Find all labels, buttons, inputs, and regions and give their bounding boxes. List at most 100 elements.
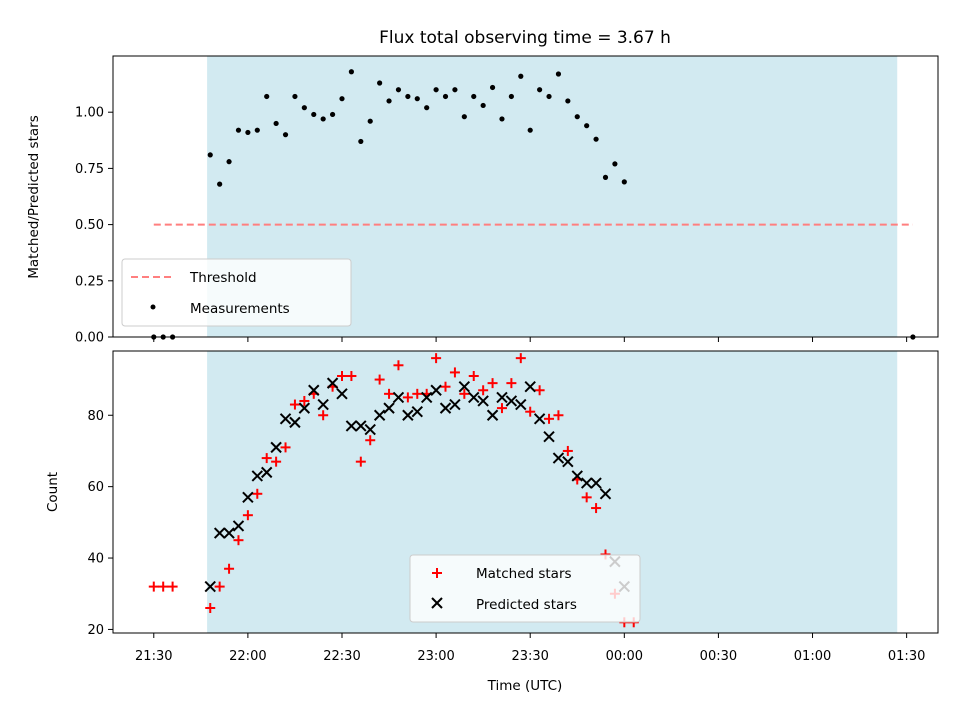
y-tick-label: 0.25 <box>75 274 104 289</box>
predicted-star-marker <box>279 413 292 425</box>
matched-star-marker <box>402 392 413 403</box>
measurement-point <box>489 84 496 91</box>
measurement-point <box>537 87 543 93</box>
matched-star-marker <box>468 370 479 381</box>
matched-star-marker <box>289 399 300 410</box>
matched-star-marker <box>449 367 460 378</box>
predicted-star-marker <box>420 391 433 404</box>
top-x-ticks <box>153 337 908 342</box>
y-tick-label: 20 <box>87 623 104 638</box>
predicted-star-marker <box>373 409 386 421</box>
matched-star-marker <box>148 581 159 592</box>
measurement-point <box>584 123 590 129</box>
measurement-point <box>471 93 477 100</box>
matched-star-marker <box>506 378 517 389</box>
x-tick-label: 22:00 <box>229 649 266 664</box>
measurement-point <box>508 93 514 100</box>
measurement-point <box>207 152 213 158</box>
predicted-star-marker <box>251 470 264 482</box>
legend-measurements-label: Measurements <box>190 301 290 317</box>
x-tick-label: 00:00 <box>606 649 643 664</box>
matched-star-marker <box>318 410 329 421</box>
predicted-star-marker <box>317 398 329 411</box>
matched-star-marker <box>271 456 282 467</box>
matched-star-marker <box>525 406 536 417</box>
predicted-star-marker <box>289 416 301 429</box>
bottom-x-axis: 21:30 22:00 22:30 23:00 23:30 00:00 00:30 01:00… <box>135 633 925 664</box>
bottom-legend: Matched stars Predicted stars <box>409 554 641 623</box>
bottom-plot-frame <box>112 350 939 634</box>
predicted-star-marker <box>345 420 358 432</box>
predicted-star-marker <box>439 402 452 414</box>
predicted-star-marker <box>411 405 423 418</box>
chart-title: Flux total observing time = 3.67 h <box>379 28 671 48</box>
measurement-point <box>273 120 279 127</box>
matched-star-marker <box>224 563 235 574</box>
matched-star-marker <box>544 413 555 424</box>
matched-star-marker <box>365 435 376 446</box>
predicted-star-marker <box>571 470 583 482</box>
y-tick-label: 0.50 <box>75 218 104 233</box>
measurement-point <box>433 87 439 93</box>
predicted-star-marker <box>590 477 602 489</box>
matched-star-marker <box>581 492 592 503</box>
bottom-y-axis-label: Count <box>45 472 61 512</box>
matched-star-marker <box>515 353 526 364</box>
top-legend: Threshold Measurements <box>121 258 352 327</box>
measurement-point <box>301 105 307 111</box>
measurement-point <box>358 138 364 145</box>
top-plot-frame <box>112 55 939 338</box>
predicted-star-marker <box>533 413 546 425</box>
bottom-y-axis: 20 40 60 80 <box>87 409 113 638</box>
predicted-star-marker <box>562 455 574 468</box>
matched-star-marker <box>299 395 310 406</box>
x-tick-label: 23:00 <box>417 649 454 664</box>
measurement-point <box>612 161 618 167</box>
top-y-axis-label: Matched/Predicted stars <box>26 115 42 278</box>
predicted-star-marker <box>204 580 216 593</box>
matched-star-marker <box>374 374 385 385</box>
predicted-star-marker <box>458 380 471 393</box>
measurement-point <box>226 159 232 165</box>
legend-threshold-label: Threshold <box>189 270 257 286</box>
predicted-star-marker <box>355 420 367 432</box>
predicted-star-marker <box>213 527 226 539</box>
y-tick-label: 80 <box>87 409 104 424</box>
legend-predicted-swatch <box>431 597 443 609</box>
matched-star-marker <box>562 445 573 456</box>
measurement-point <box>518 73 524 79</box>
matched-star-marker <box>496 403 507 414</box>
measurement-point <box>235 127 242 133</box>
predicted-star-marker <box>515 398 527 411</box>
measurement-point <box>499 116 505 122</box>
x-tick-label: 00:30 <box>700 649 737 664</box>
matched-star-marker <box>534 385 545 396</box>
predicted-star-marker <box>543 430 555 443</box>
x-tick-label: 22:30 <box>323 649 360 664</box>
measurement-point <box>377 80 383 86</box>
matched-star-marker <box>261 453 272 464</box>
matched-star-marker <box>280 442 291 453</box>
measurement-point <box>565 98 571 104</box>
predicted-star-marker <box>364 423 376 436</box>
matched-star-marker <box>252 488 263 499</box>
predicted-star-marker <box>430 384 442 396</box>
x-axis-label: Time (UTC) <box>487 678 563 694</box>
measurement-point <box>414 96 420 102</box>
matched-star-marker <box>591 503 602 514</box>
measurement-point <box>621 179 627 185</box>
x-tick-label: 23:30 <box>511 649 548 664</box>
top-panel: 0.00 0.25 0.50 0.75 1.00 Matched/Predicted s… <box>26 55 939 346</box>
measurement-point <box>546 93 552 100</box>
measurement-point <box>311 111 317 118</box>
y-tick-label: 1.00 <box>75 106 104 121</box>
top-y-axis: 0.00 0.25 0.50 0.75 1.00 <box>75 106 113 346</box>
predicted-star-marker <box>232 520 245 532</box>
measurement-point <box>593 136 599 142</box>
predicted-star-marker <box>308 384 320 396</box>
measurement-point <box>367 118 373 124</box>
matched-star-marker <box>167 581 178 592</box>
predicted-star-marker <box>261 466 273 479</box>
predicted-star-marker <box>552 452 565 464</box>
predicted-star-marker <box>496 391 508 404</box>
